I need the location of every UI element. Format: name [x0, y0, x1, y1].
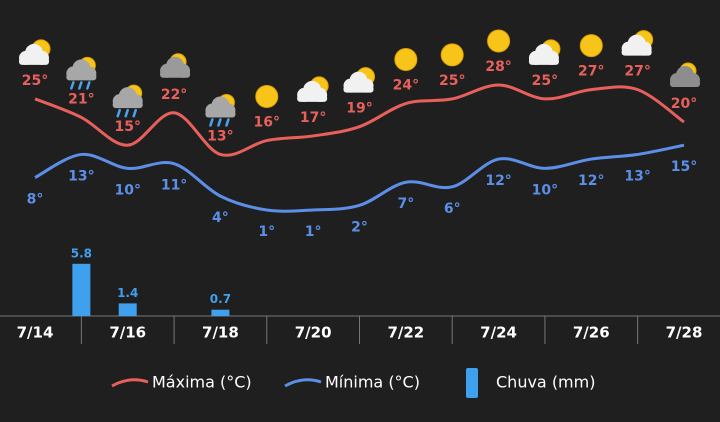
temp-label: 25°	[439, 73, 465, 89]
temp-label: 27°	[578, 64, 604, 80]
x-tick-label: 7/16	[109, 324, 146, 342]
cloud	[528, 57, 559, 65]
temp-label: 24°	[393, 78, 419, 94]
temp-line	[34, 83, 685, 157]
rain-label: 0.7	[210, 292, 231, 306]
temp-label: 16°	[254, 115, 280, 131]
rain-drop	[78, 81, 83, 90]
weather-icon	[160, 53, 191, 78]
temp-label: 12°	[485, 173, 511, 189]
rain-label: 5.8	[71, 246, 92, 260]
weather-icon	[343, 67, 375, 93]
temp-label: 4°	[212, 210, 229, 226]
cloud	[160, 70, 191, 78]
temp-label: 15°	[671, 159, 697, 175]
temp-label: 10°	[532, 182, 558, 198]
rain-bar	[118, 303, 137, 316]
cloud	[205, 110, 236, 118]
legend-label: Máxima (°C)	[152, 373, 252, 392]
temp-label: 13°	[207, 128, 233, 144]
weather-icon	[528, 39, 561, 65]
x-tick-label: 7/24	[480, 324, 517, 342]
weather-icon	[66, 56, 97, 90]
temp-label: 21°	[68, 91, 94, 107]
cloud	[112, 101, 143, 109]
rain-bar	[211, 309, 230, 316]
rain-drop	[209, 118, 214, 127]
temp-label: 19°	[346, 101, 372, 117]
rain-drop	[225, 118, 230, 127]
weather-icon	[579, 34, 603, 58]
legend-label: Chuva (mm)	[496, 373, 595, 392]
legend-swatch	[284, 378, 322, 388]
temp-label: 22°	[161, 87, 187, 103]
cloud	[621, 48, 652, 56]
temp-label: 17°	[300, 110, 326, 126]
temp-label: 28°	[485, 59, 511, 75]
temp-label: 12°	[578, 173, 604, 189]
weather-icon	[487, 29, 511, 53]
weather-icon	[297, 76, 329, 102]
temp-label: 8°	[27, 192, 44, 208]
rain-drop	[132, 108, 137, 118]
sun	[255, 85, 279, 109]
temp-label: 1°	[305, 224, 322, 240]
weather-icon	[112, 84, 143, 118]
sun	[579, 34, 603, 58]
rain-drop	[217, 118, 222, 127]
temp-label: 25°	[22, 73, 48, 89]
weather-icon	[394, 48, 418, 72]
cloud	[670, 80, 700, 88]
rain-drop	[124, 108, 129, 118]
rain-label: 1.4	[117, 286, 138, 300]
temp-label: 1°	[258, 224, 275, 240]
x-tick-label: 7/26	[573, 324, 610, 342]
temp-label: 13°	[68, 168, 94, 184]
temp-label: 2°	[351, 219, 368, 235]
x-tick-label: 7/18	[202, 324, 239, 342]
legend-label: Mínima (°C)	[325, 373, 420, 392]
rain-bar	[72, 263, 91, 316]
temp-label: 25°	[532, 73, 558, 89]
weather-icon	[255, 85, 279, 109]
cloud	[19, 57, 49, 65]
temp-label: 13°	[624, 168, 650, 184]
x-tick-label: 7/28	[666, 324, 703, 342]
temp-label: 20°	[671, 96, 697, 112]
cloud	[343, 85, 374, 93]
weather-icon	[19, 39, 51, 65]
legend-swatch	[111, 378, 149, 388]
rain-drop	[86, 81, 91, 90]
sun	[487, 29, 511, 53]
temp-label: 10°	[114, 182, 140, 198]
legend-swatch	[466, 368, 478, 398]
sun	[394, 48, 418, 72]
x-tick-label: 7/14	[17, 324, 54, 342]
rain-drop	[116, 108, 121, 118]
temp-label: 6°	[444, 201, 461, 217]
cloud	[66, 73, 97, 81]
x-tick-label: 7/22	[387, 324, 424, 342]
weather-icon	[440, 43, 464, 67]
cloud	[297, 94, 328, 102]
temp-label: 11°	[161, 178, 187, 194]
rain-drop	[70, 81, 75, 90]
temp-label: 27°	[624, 64, 650, 80]
temp-line	[34, 143, 685, 213]
weather-icon	[205, 93, 236, 127]
weather-icon	[621, 30, 654, 56]
sun	[440, 43, 464, 67]
x-tick-label: 7/20	[295, 324, 332, 342]
temp-label: 15°	[114, 119, 140, 135]
weather-icon	[670, 62, 700, 88]
temp-label: 7°	[397, 196, 414, 212]
